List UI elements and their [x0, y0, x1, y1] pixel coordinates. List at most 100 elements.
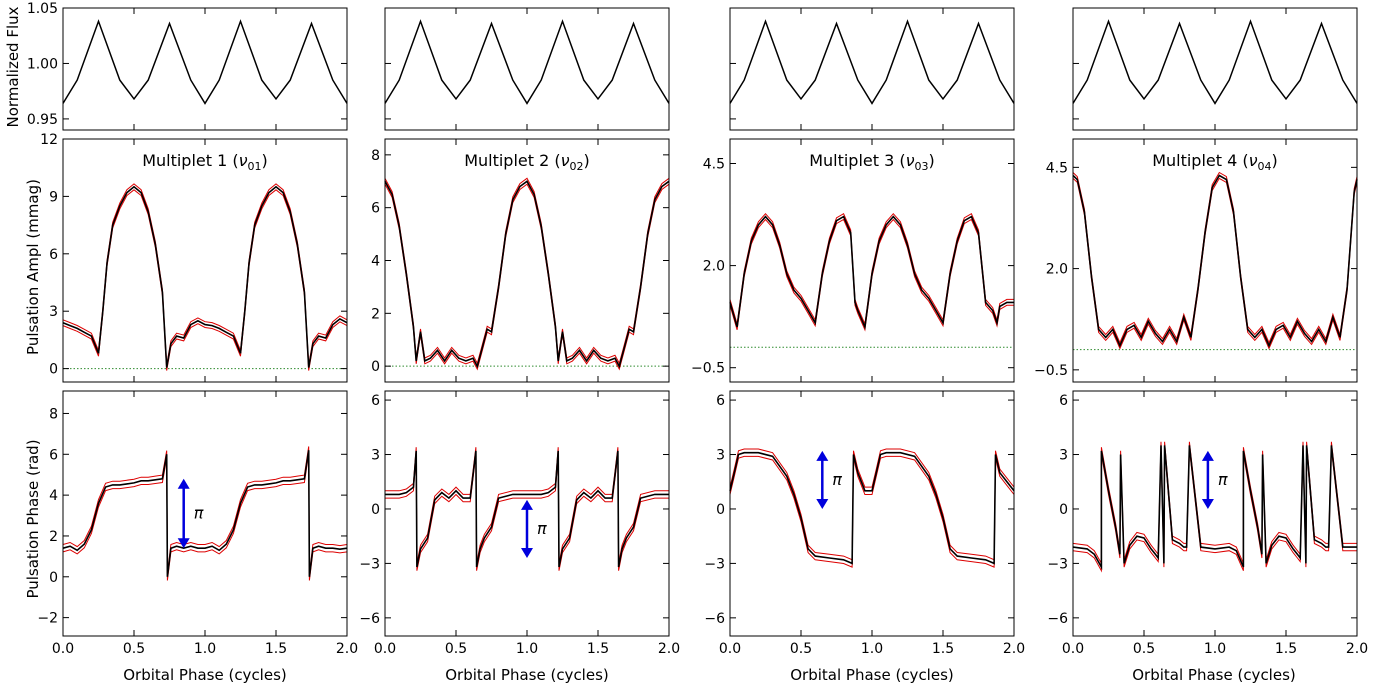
- y-tick-label: −0.5: [691, 361, 725, 377]
- x-tick-label: 0.0: [719, 641, 741, 657]
- y-tick-label: −6: [1047, 611, 1068, 627]
- phase-panel-col4: 0.0 0.5 1.0 1.5 2.0 −6 −3 0 3 6 π: [1047, 390, 1368, 657]
- y-tick-label: 4.5: [703, 157, 725, 173]
- y-tick-label: −6: [359, 611, 380, 627]
- x-tick-label: 0.0: [374, 641, 396, 657]
- flux-panel-col3: [729, 7, 1015, 131]
- x-tick-label: 1.5: [587, 641, 609, 657]
- phase-panel-col2: 0.0 0.5 1.0 1.5 2.0 −6 −3 0 3 6 π: [359, 390, 680, 657]
- x-tick-label: 0.5: [1133, 641, 1155, 657]
- x-tick-label: 0.5: [123, 641, 145, 657]
- y-tick-label: 6: [1059, 393, 1068, 409]
- amplitude-panel-col2: 0 2 4 6 8 Multiplet 2 (ν02): [371, 138, 670, 383]
- y-tick-label: 0: [49, 362, 58, 378]
- x-tick-label: 1.5: [1275, 641, 1297, 657]
- x-tick-label: 2.0: [1003, 641, 1025, 657]
- y-tick-label: 2: [371, 306, 380, 322]
- observed-curve: [729, 215, 1014, 330]
- ylabel-phase: Pulsation Phase (rad): [24, 439, 42, 598]
- flux-panel-col4: [1072, 7, 1358, 131]
- x-tick-label: 1.0: [516, 641, 538, 657]
- amplitude-panel-col1: 0 3 6 9 12 Multiplet 1 (ν01): [40, 132, 348, 383]
- axes-frame: [62, 390, 348, 637]
- y-tick-label: −6: [704, 611, 725, 627]
- axes-frame: [62, 138, 348, 383]
- axes-frame: [62, 7, 348, 131]
- y-tick-label: −0.5: [1034, 363, 1068, 379]
- phase-panel-col1: 0.0 0.5 1.0 1.5 2.0 −2 0 2 4 6 8 π: [37, 390, 358, 657]
- pi-arrow-head-down: [177, 538, 190, 549]
- observed-curve: [62, 185, 348, 368]
- y-tick-label: 2.0: [1046, 262, 1068, 278]
- x-tick-label: 2.0: [1346, 641, 1368, 657]
- panel-title: Multiplet 2 (ν02): [464, 151, 590, 173]
- axes-frame: [1072, 138, 1358, 383]
- y-tick-label: 6: [371, 393, 380, 409]
- y-tick-label: 6: [49, 247, 58, 263]
- y-tick-label: 12: [40, 132, 58, 148]
- flux-panel-col1: 1.05 1.00 0.95: [27, 1, 348, 131]
- pi-arrow-head-up: [177, 478, 190, 489]
- axes-frame: [729, 138, 1015, 383]
- phase-panel-col3: 0.0 0.5 1.0 1.5 2.0 −6 −3 0 3 6 π: [704, 390, 1025, 657]
- y-tick-label: 2.0: [703, 259, 725, 275]
- y-tick-label: 4: [371, 254, 380, 270]
- flux-curve: [729, 19, 1015, 105]
- observed-curve: [62, 450, 348, 577]
- flux-curve: [384, 19, 670, 105]
- flux-panel-col2: [384, 7, 670, 131]
- y-tick-label: 6: [49, 447, 58, 463]
- pi-arrow-head-up: [521, 499, 533, 510]
- flux-curve: [62, 19, 348, 105]
- y-tick-label: 0: [371, 502, 380, 518]
- axes-frame: [1072, 390, 1358, 637]
- observed-curve: [384, 180, 670, 369]
- y-tick-label: 3: [371, 448, 380, 464]
- pi-arrow-head-down: [1201, 498, 1214, 509]
- amplitude-panel-col4: −0.5 2.0 4.5 Multiplet 4 (ν04): [1034, 138, 1358, 383]
- y-tick-label: 0.95: [27, 112, 58, 128]
- y-tick-label: 3: [716, 448, 725, 464]
- axes-frame: [1072, 7, 1358, 131]
- pi-arrow-head-up: [1201, 450, 1214, 461]
- model-envelope-upper: [729, 212, 1014, 326]
- y-tick-label: 8: [371, 148, 380, 164]
- x-tick-label: 2.0: [336, 641, 358, 657]
- flux-curve: [1072, 19, 1358, 105]
- y-tick-label: 3: [1059, 448, 1068, 464]
- pi-arrow-label: π: [832, 470, 842, 489]
- y-tick-label: 2: [49, 529, 58, 545]
- x-tick-label: 1.5: [265, 641, 287, 657]
- y-tick-label: 9: [49, 189, 58, 205]
- model-envelope-upper: [62, 446, 348, 574]
- model-envelope-upper: [384, 177, 670, 365]
- y-tick-label: 3: [49, 304, 58, 320]
- y-tick-label: 6: [716, 393, 725, 409]
- y-tick-label: 0: [1059, 502, 1068, 518]
- xlabel-col3: Orbital Phase (cycles): [790, 666, 954, 684]
- pi-arrow-head-down: [816, 498, 829, 509]
- xlabel-col2: Orbital Phase (cycles): [445, 666, 609, 684]
- x-tick-label: 1.0: [861, 641, 883, 657]
- y-tick-label: 0: [716, 502, 725, 518]
- y-tick-label: −2: [37, 611, 58, 627]
- y-tick-label: 0: [371, 359, 380, 375]
- x-tick-label: 0.0: [1062, 641, 1084, 657]
- y-tick-label: 1.05: [27, 1, 58, 17]
- x-tick-label: 1.5: [932, 641, 954, 657]
- panel-title: Multiplet 1 (ν01): [142, 151, 268, 173]
- x-tick-label: 0.0: [52, 641, 74, 657]
- panel-title: Multiplet 3 (ν03): [809, 151, 935, 173]
- y-tick-label: −3: [359, 556, 380, 572]
- y-tick-label: 6: [371, 201, 380, 217]
- ylabel-flux: Normalized Flux: [4, 6, 22, 127]
- model-envelope-lower: [729, 455, 1015, 568]
- y-tick-label: 4.5: [1046, 160, 1068, 176]
- observed-curve: [729, 451, 1015, 565]
- panel-title: Multiplet 4 (ν04): [1152, 151, 1278, 173]
- amplitude-panel-col3: −0.5 2.0 4.5 Multiplet 3 (ν03): [691, 138, 1015, 383]
- model-envelope-upper: [1072, 171, 1358, 344]
- pi-arrow-label: π: [537, 519, 547, 538]
- y-tick-label: −3: [704, 556, 725, 572]
- axes-frame: [729, 390, 1015, 637]
